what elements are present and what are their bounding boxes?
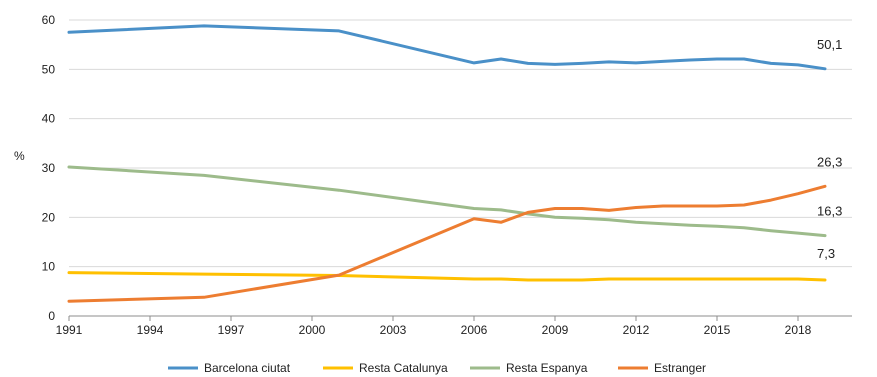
gridlines <box>69 19 852 268</box>
x-axis-ticks: 1991 1994 1997 2000 2003 2006 2009 2012 2015 2018 <box>56 323 812 337</box>
y-tick-label: 60 <box>42 13 56 27</box>
series-line <box>67 165 827 238</box>
data-label: 26,3 <box>817 154 842 169</box>
x-tick-label: 1994 <box>137 323 164 337</box>
legend-label: Resta Espanya <box>506 361 588 375</box>
legend-label: Barcelona ciutat <box>204 361 291 375</box>
y-tick-label: 30 <box>42 161 56 175</box>
x-tick-label: 2012 <box>623 323 650 337</box>
series-line <box>67 184 827 303</box>
y-tick-label: 10 <box>42 260 56 274</box>
y-tick-label: 0 <box>48 309 55 323</box>
axes <box>68 315 852 321</box>
data-label: 50,1 <box>817 37 842 52</box>
x-tick-label: 2015 <box>704 323 731 337</box>
data-label: 7,3 <box>817 246 835 261</box>
series-lines <box>67 24 827 303</box>
x-tick-label: 2000 <box>299 323 326 337</box>
series-line <box>67 24 827 71</box>
x-tick-label: 2009 <box>542 323 569 337</box>
x-tick-label: 2006 <box>461 323 488 337</box>
x-tick-label: 1997 <box>218 323 245 337</box>
y-axis-ticks: 0 10 20 30 40 50 60 <box>42 13 56 323</box>
x-tick-label: 2003 <box>380 323 407 337</box>
x-tick-label: 2018 <box>785 323 812 337</box>
end-labels: 50,1 7,3 16,3 26,3 <box>817 37 842 261</box>
legend-label: Resta Catalunya <box>359 361 448 375</box>
y-axis-label: % <box>14 149 25 163</box>
y-tick-label: 50 <box>42 62 56 76</box>
legend-label: Estranger <box>654 361 706 375</box>
x-tick-label: 1991 <box>56 323 83 337</box>
legend: Barcelona ciutat Resta Catalunya Resta Esp… <box>168 361 706 375</box>
data-label: 16,3 <box>817 204 842 219</box>
series-line <box>67 271 827 282</box>
y-tick-label: 20 <box>42 210 56 224</box>
y-tick-label: 40 <box>42 112 56 126</box>
